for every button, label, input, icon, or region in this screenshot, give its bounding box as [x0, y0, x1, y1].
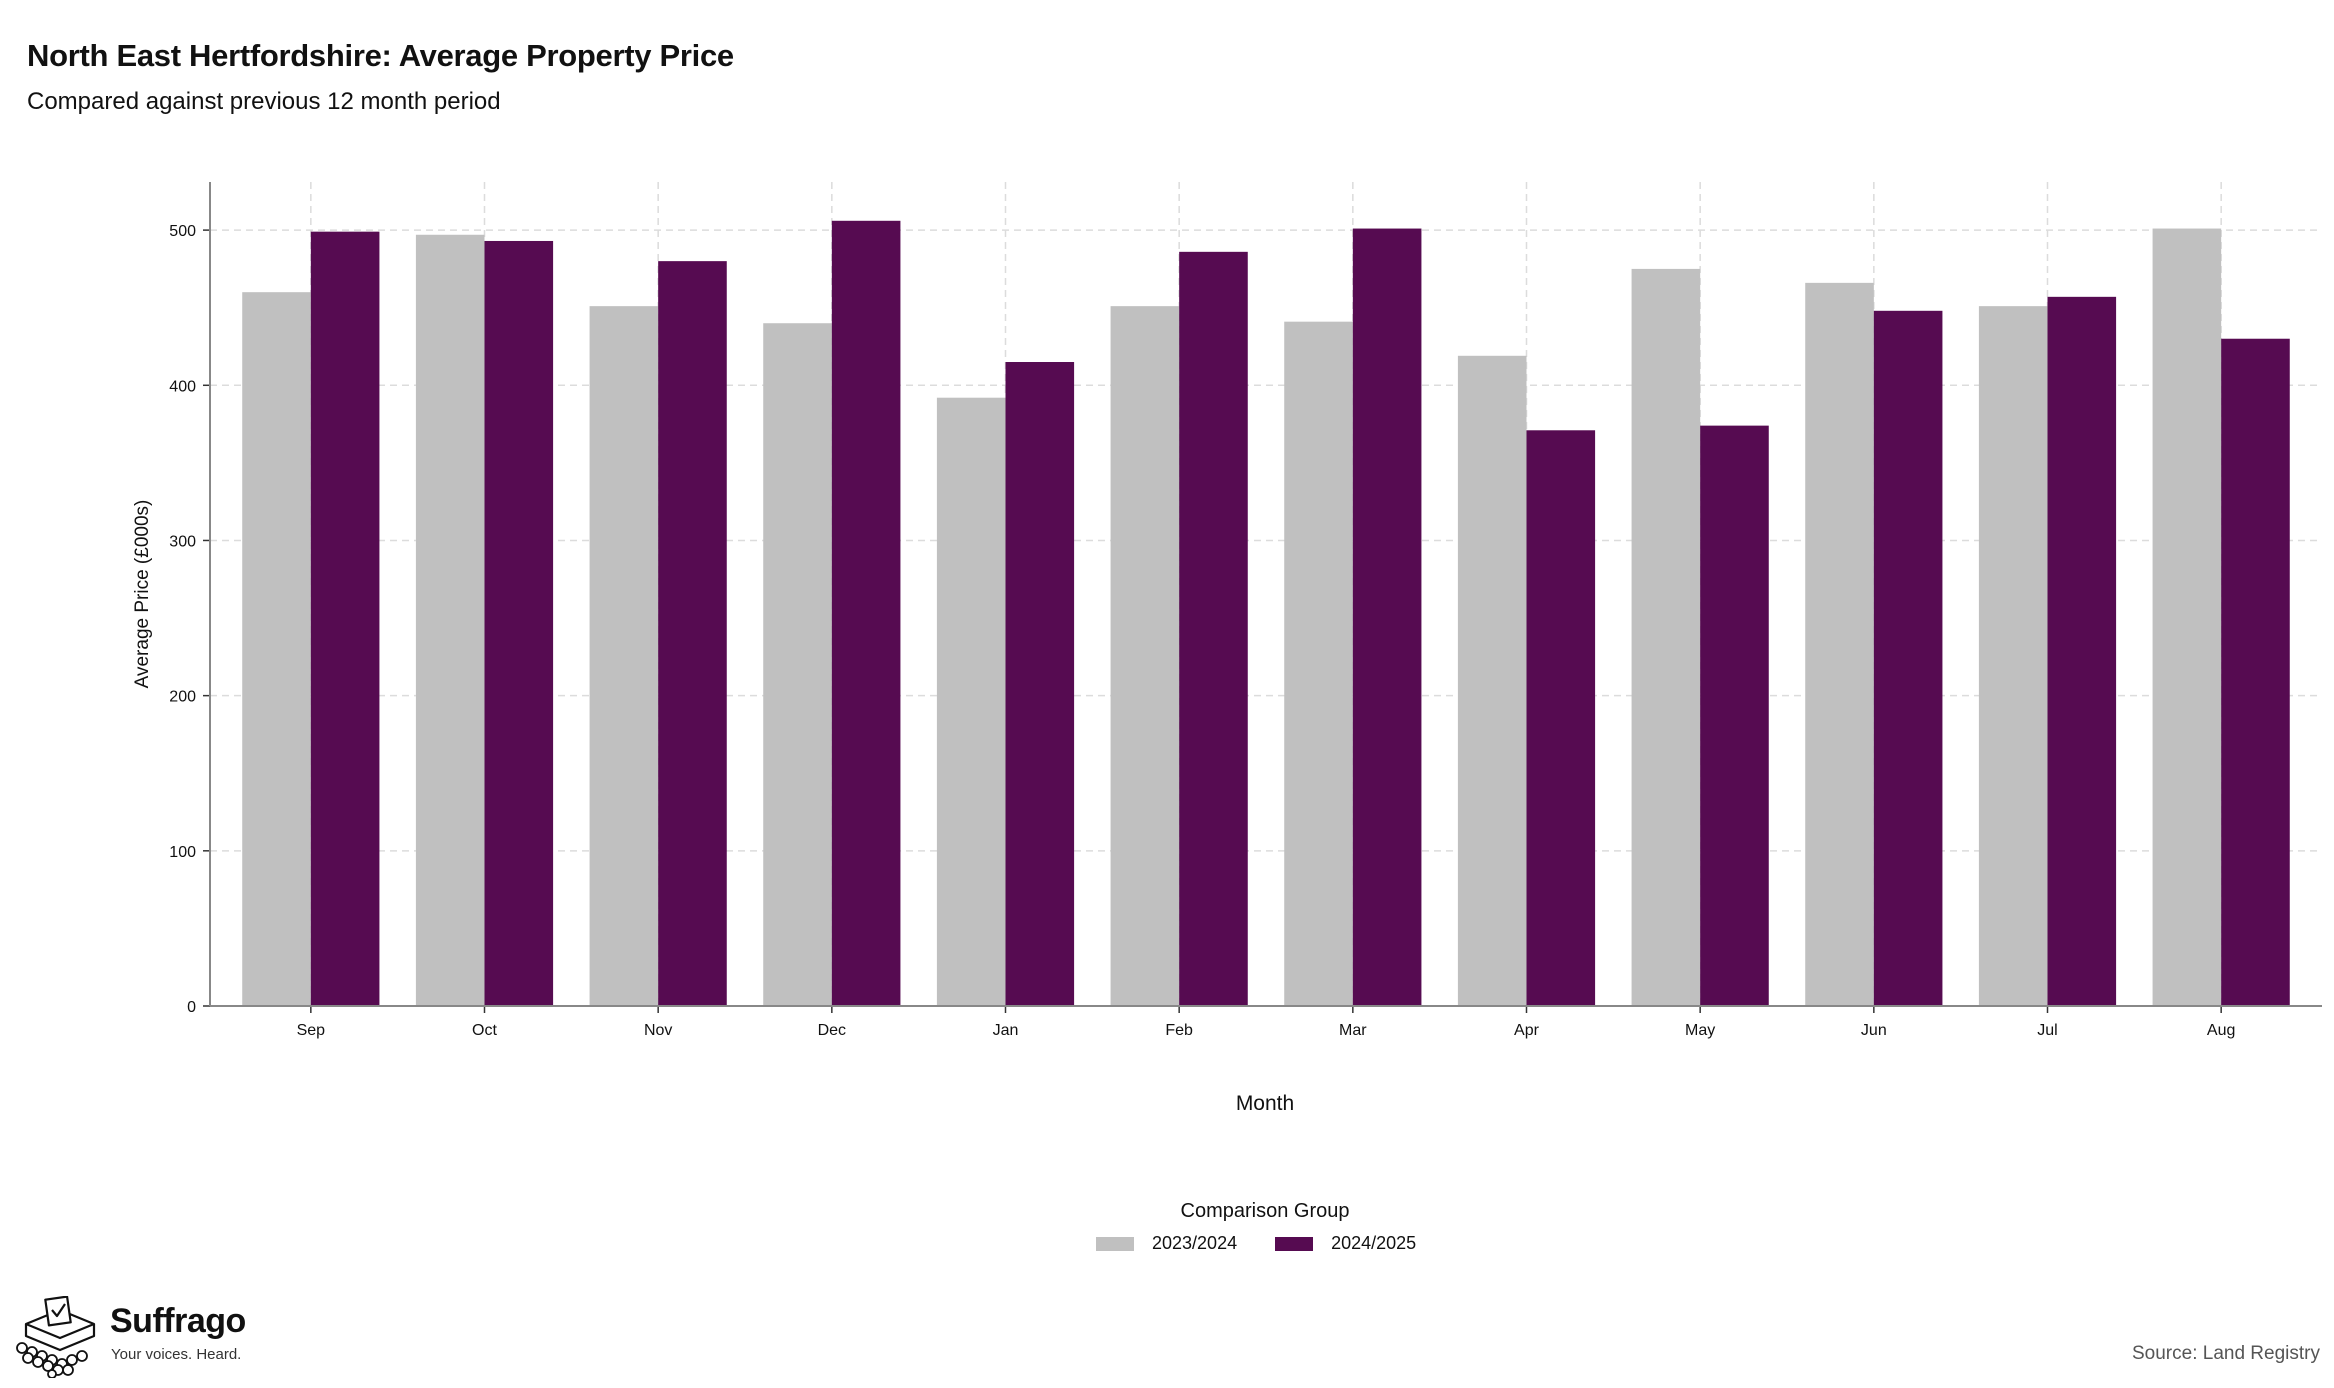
bar-2023-2024-aug: [2152, 228, 2222, 1007]
legend-title: Comparison Group: [1180, 1200, 1350, 1222]
bar-2024-2025-jun: [1873, 310, 1943, 1007]
bars: [242, 220, 2290, 1007]
y-tick-label: 400: [169, 378, 196, 395]
x-tick-label: Oct: [472, 1022, 497, 1039]
bar-2023-2024-apr: [1457, 355, 1527, 1006]
bar-2024-2025-oct: [484, 240, 554, 1006]
bar-2023-2024-dec: [763, 323, 832, 1007]
chart-title: North East Hertfordshire: Average Proper…: [27, 38, 734, 73]
x-axis-label: Month: [1236, 1092, 1294, 1115]
x-tick-label: Nov: [644, 1022, 672, 1039]
axes: [203, 182, 2322, 1013]
bar-2023-2024-may: [1631, 268, 1701, 1007]
legend-label: 2024/2025: [1331, 1233, 1417, 1253]
bar-2023-2024-jun: [1805, 282, 1874, 1006]
bar-2024-2025-jan: [1005, 362, 1075, 1006]
bar-2023-2024-oct: [415, 234, 485, 1006]
x-tick-label: Sep: [297, 1022, 326, 1039]
legend-item-2023-2024: 2023/2024: [1096, 1233, 1237, 1254]
bar-2024-2025-feb: [1179, 251, 1248, 1006]
legend-swatch: [1275, 1236, 1314, 1251]
bar-2024-2025-nov: [658, 261, 727, 1006]
legend-swatch: [1096, 1236, 1134, 1251]
legend-item-2024-2025: 2024/2025: [1275, 1233, 1416, 1254]
x-tick-label: Aug: [2207, 1022, 2235, 1039]
x-tick-label: Jul: [2037, 1022, 2057, 1039]
tick-labels: 0 100 200 300 400 500 Sep Oct Nov Dec Jan Feb Mar Apr…: [169, 223, 2235, 1039]
x-tick-label: Apr: [1514, 1022, 1540, 1039]
bar-2024-2025-jul: [2047, 296, 2117, 1006]
y-tick-label: 500: [169, 223, 196, 240]
x-tick-label: Jan: [993, 1022, 1019, 1039]
bar-2023-2024-feb: [1110, 306, 1180, 1006]
bar-2024-2025-mar: [1352, 228, 1422, 1007]
bar-2023-2024-sep: [242, 292, 311, 1007]
legend-label: 2023/2024: [1152, 1233, 1238, 1253]
y-axis-label: Average Price (£000s): [132, 500, 153, 689]
bar-2024-2025-dec: [831, 220, 901, 1006]
brand-name: Suffrago: [110, 1302, 246, 1340]
source-note: Source: Land Registry: [2132, 1343, 2320, 1364]
x-tick-label: Feb: [1165, 1022, 1193, 1039]
x-tick-label: May: [1685, 1022, 1715, 1039]
bar-2024-2025-aug: [2221, 338, 2290, 1006]
x-tick-label: Mar: [1339, 1022, 1367, 1039]
y-tick-label: 300: [169, 533, 196, 550]
chart-subtitle: Compared against previous 12 month perio…: [27, 88, 501, 115]
bar-2024-2025-may: [1700, 425, 1769, 1007]
bar-2023-2024-jan: [936, 397, 1006, 1006]
brand-tagline: Your voices. Heard.: [111, 1346, 242, 1363]
bar-2023-2024-mar: [1284, 321, 1353, 1006]
bar-2024-2025-sep: [310, 231, 380, 1007]
y-tick-label: 0: [187, 999, 196, 1016]
bar-2023-2024-jul: [1978, 306, 2048, 1006]
x-tick-label: Jun: [1861, 1022, 1887, 1039]
bar-2024-2025-apr: [1526, 430, 1596, 1006]
y-tick-label: 200: [169, 689, 196, 706]
legend: 2023/2024 2024/2025: [1096, 1233, 1454, 1254]
y-tick-label: 100: [169, 844, 196, 861]
ballot-box-logo-icon: [16, 1296, 96, 1378]
x-tick-label: Dec: [818, 1022, 846, 1039]
bar-2023-2024-nov: [589, 306, 659, 1006]
